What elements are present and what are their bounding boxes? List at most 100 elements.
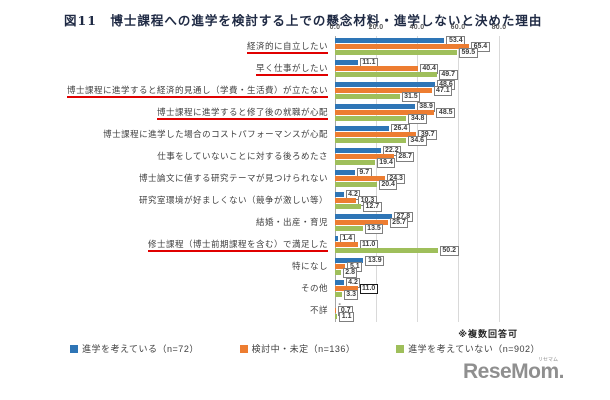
bar-row: 11.1: [335, 57, 458, 68]
bar-row: 65.4: [335, 41, 490, 52]
bar-undecided: [335, 176, 385, 181]
data-label: 12.7: [363, 201, 382, 212]
bar-row: 1.1: [335, 311, 354, 322]
bar-considering: [335, 126, 390, 131]
data-label: 13.9: [365, 255, 385, 266]
category-label-underlined: 修士課程（博士前期課程を含む）で満足した: [147, 239, 328, 252]
bar-row: 12.7: [335, 201, 382, 212]
category-label: 特になし: [0, 261, 328, 272]
bar-considering: [335, 82, 435, 87]
category-label-underlined: 博士課程に進学すると修了後の就職が心配: [156, 107, 328, 120]
bar-not_considering: [335, 314, 338, 319]
category-label-underlined: 博士課程に進学すると経済的見通し（学費・生活費）が立たない: [66, 85, 328, 98]
bar-not_considering: [335, 292, 342, 297]
category-label: 研究室環境が好ましくない（競争が激しい等）: [0, 195, 328, 206]
data-label: 19.4: [376, 157, 396, 168]
bar-not_considering: [335, 160, 375, 165]
bar-row: 34.8: [335, 113, 455, 124]
category-label: 不詳: [0, 305, 328, 316]
gridline: [417, 36, 418, 322]
x-axis-tick: 80.0: [491, 24, 507, 31]
category-label: 博士課程に進学すると修了後の就職が心配: [0, 107, 328, 120]
category-label-text: 特になし: [291, 261, 328, 271]
bar-row: 2.8: [335, 267, 384, 278]
bar-not_considering: [335, 72, 437, 77]
bar-undecided: [335, 242, 358, 247]
page-title: 図11 博士課程への進学を検討する上での懸念材料・進学しないと決めた理由: [64, 13, 543, 28]
bar-group: 22.2 28.7 19.4: [335, 145, 415, 168]
data-label: 2.8: [342, 267, 358, 278]
category-label: 仕事をしていないことに対する後ろめたさ: [0, 151, 328, 162]
bar-considering: [335, 170, 355, 175]
bar-not_considering: [335, 204, 362, 209]
bar-group: 13.9 5.1 2.8: [335, 255, 385, 278]
bar-considering: [335, 38, 445, 43]
x-axis-tick: 40.0: [409, 24, 425, 31]
data-label: 39.7: [418, 129, 437, 140]
bar-undecided: [335, 286, 358, 291]
bar-row: -: [335, 301, 354, 308]
x-axis-tick: 60.0: [450, 24, 466, 31]
bar-considering: [335, 192, 344, 197]
bar-row: 3.3: [335, 289, 378, 300]
bar-undecided: [335, 110, 435, 115]
resemom-logo: ReseMom. リセマム: [463, 357, 565, 384]
category-label: 経済的に自立したい: [0, 41, 328, 54]
bar-row: 47.1: [335, 85, 455, 96]
bar-group: 4.2 11.0 3.3: [335, 277, 378, 300]
x-axis-tick: 0.0: [329, 24, 341, 31]
category-label-underlined: 経済的に自立したい: [246, 41, 328, 54]
bar-undecided: [335, 132, 417, 137]
bar-row: 49.7: [335, 69, 458, 80]
bar-row: 53.4: [335, 35, 490, 46]
legend-item: 検討中・未定（n=136）: [239, 342, 356, 355]
data-label: 28.7: [395, 151, 415, 162]
bar-group: 53.4 65.4 59.5: [335, 35, 490, 58]
bar-group: 48.6 47.1 31.5: [335, 79, 456, 102]
bar-considering: [335, 148, 381, 153]
data-label: 65.4: [471, 41, 490, 52]
bar-group: 26.4 39.7 34.6: [335, 123, 437, 146]
data-label: 25.7: [389, 217, 409, 228]
bar-not_considering: [335, 50, 457, 55]
category-label-text: その他: [300, 283, 328, 293]
category-label-text: 不詳: [309, 305, 328, 315]
category-label: その他: [0, 283, 328, 294]
bar-undecided: [335, 154, 394, 159]
data-label: 13.5: [364, 223, 384, 234]
bar-row: 28.7: [335, 151, 415, 162]
legend-item: 進学を考えている（n=72）: [70, 342, 199, 355]
category-label: 博士論文に値する研究テーマが見つけられない: [0, 173, 328, 184]
category-label: 結婚・出産・育児: [0, 217, 328, 228]
bar-not_considering: [335, 248, 438, 253]
data-label: 47.1: [433, 85, 453, 96]
bar-row: 25.7: [335, 217, 413, 228]
bar-row: 31.5: [335, 91, 455, 102]
bar-considering: [335, 60, 358, 65]
bar-not_considering: [335, 116, 407, 121]
gridline: [458, 36, 459, 322]
bar-undecided: [335, 88, 432, 93]
bar-row: 39.7: [335, 129, 437, 140]
bar-not_considering: [335, 94, 400, 99]
category-label: 博士課程に進学すると経済的見通し（学費・生活費）が立たない: [0, 85, 328, 98]
data-label: 3.3: [343, 289, 359, 300]
bar-undecided: [335, 308, 337, 313]
category-label-text: 研究室環境が好ましくない（競争が激しい等）: [138, 195, 328, 205]
data-label: 50.2: [439, 245, 459, 256]
multiple-answers-note: ※複数回答可: [458, 329, 518, 339]
legend-label: 進学を考えている（n=72）: [82, 344, 199, 354]
category-label: 早く仕事がしたい: [0, 63, 328, 76]
legend-swatch: [239, 344, 248, 353]
bar-row: 50.2: [335, 245, 459, 256]
bar-row: 19.4: [335, 157, 414, 168]
bar-undecided: [335, 198, 357, 203]
data-label: 34.8: [408, 113, 427, 124]
data-label: 20.4: [378, 179, 398, 190]
data-label: 11.0: [359, 283, 378, 294]
data-label: 31.5: [401, 91, 421, 102]
bar-group: -0.7 1.1: [335, 301, 354, 322]
bar-row: 11.0: [335, 283, 378, 294]
bar-undecided: [335, 220, 388, 225]
category-label-underlined: 早く仕事がしたい: [255, 63, 328, 76]
